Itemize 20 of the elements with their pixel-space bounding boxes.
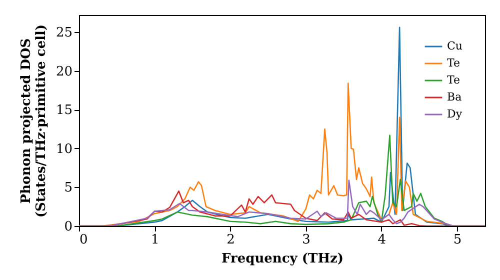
x-tick-label: 5 bbox=[453, 232, 462, 248]
legend-label: Cu bbox=[447, 40, 463, 52]
y-tick-label: 5 bbox=[64, 180, 72, 196]
legend-label: Te bbox=[447, 56, 460, 70]
y-tick-label: 15 bbox=[56, 103, 72, 118]
x-axis-title: Frequency (THz) bbox=[221, 252, 344, 266]
y-axis-title: Phonon projected DOS (States/THz·primitive cell) bbox=[18, 24, 49, 218]
x-tick-label: 1 bbox=[150, 232, 160, 248]
legend-label: Dy bbox=[447, 108, 463, 120]
y-tick-label: 10 bbox=[56, 142, 72, 157]
y-tick-label: 25 bbox=[56, 26, 72, 41]
x-tick-label: 2 bbox=[226, 232, 235, 248]
x-tick-label: 4 bbox=[378, 232, 386, 248]
x-tick-label: 3 bbox=[302, 232, 310, 248]
line-series bbox=[79, 180, 485, 226]
y-tick-label: 20 bbox=[56, 64, 72, 80]
legend-label: Ba bbox=[447, 90, 462, 104]
legend-label: Te bbox=[447, 74, 460, 86]
x-tick-label: 0 bbox=[80, 232, 88, 248]
y-tick-label: 0 bbox=[64, 220, 72, 234]
